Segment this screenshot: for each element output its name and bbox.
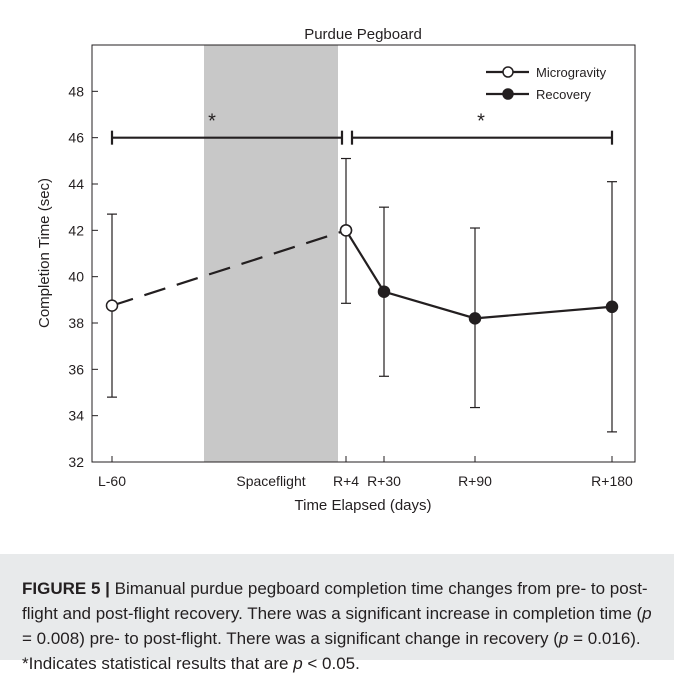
data-point-recovery <box>468 312 482 325</box>
y-tick-label: 46 <box>68 130 84 146</box>
y-tick-label: 38 <box>68 315 84 331</box>
series-markers <box>105 224 619 325</box>
significance-star: * <box>477 111 485 133</box>
x-tick-label: R+90 <box>458 473 492 489</box>
data-point-microgravity <box>105 299 119 312</box>
caption-text-2: = 0.008) pre- to post-flight. There was … <box>22 629 559 648</box>
data-point-microgravity <box>339 224 353 237</box>
y-tick-label: 42 <box>68 222 84 238</box>
plot-frame <box>91 44 636 463</box>
p-variable-3: p <box>293 654 303 673</box>
plot-background <box>92 45 635 462</box>
series-lines <box>111 229 613 320</box>
series-line-microgravity <box>111 229 347 307</box>
chart-title: Purdue Pegboard <box>304 26 422 43</box>
figure-label: FIGURE 5 | <box>22 579 110 598</box>
spaceflight-shaded-region <box>204 45 338 462</box>
significance-star: * <box>208 111 216 133</box>
p-variable-1: p <box>642 604 652 623</box>
caption-text-1: Bimanual purdue pegboard completion time… <box>22 579 648 623</box>
series-line-recovery <box>345 229 613 320</box>
x-tick-label: R+4 <box>333 473 359 489</box>
x-tick-label: R+180 <box>591 473 633 489</box>
data-point-recovery <box>605 300 619 314</box>
y-tick-label: 32 <box>68 454 84 470</box>
p-variable-2: p <box>558 629 569 648</box>
legend-microgravity-label: Microgravity <box>536 65 607 80</box>
significance-bars: * * <box>110 111 614 145</box>
y-ticks: 32 34 36 38 40 42 44 46 48 <box>68 83 98 470</box>
y-tick-label: 44 <box>68 176 84 192</box>
legend-recovery-label: Recovery <box>536 87 591 102</box>
x-ticks: L-60 R+4 R+30 R+90 R+180 <box>98 456 633 489</box>
caption-text-4: < 0.05. <box>302 654 360 673</box>
x-axis-label: Time Elapsed (days) <box>295 497 432 514</box>
legend-recovery-marker <box>502 88 514 100</box>
legend: Microgravity Recovery <box>486 65 607 102</box>
y-tick-label: 36 <box>68 361 84 377</box>
figure-caption: FIGURE 5 | Bimanual purdue pegboard comp… <box>22 576 656 676</box>
figure-caption-box: FIGURE 5 | Bimanual purdue pegboard comp… <box>0 554 674 673</box>
shaded-region-label: Spaceflight <box>236 473 305 489</box>
x-tick-label: L-60 <box>98 473 126 489</box>
y-axis-label: Completion Time (sec) <box>36 178 53 328</box>
y-tick-label: 48 <box>68 83 84 99</box>
data-point-recovery <box>377 285 391 298</box>
y-tick-label: 40 <box>68 269 84 285</box>
x-tick-label: R+30 <box>367 473 401 489</box>
legend-microgravity-marker <box>502 66 514 78</box>
y-tick-label: 34 <box>68 408 84 424</box>
